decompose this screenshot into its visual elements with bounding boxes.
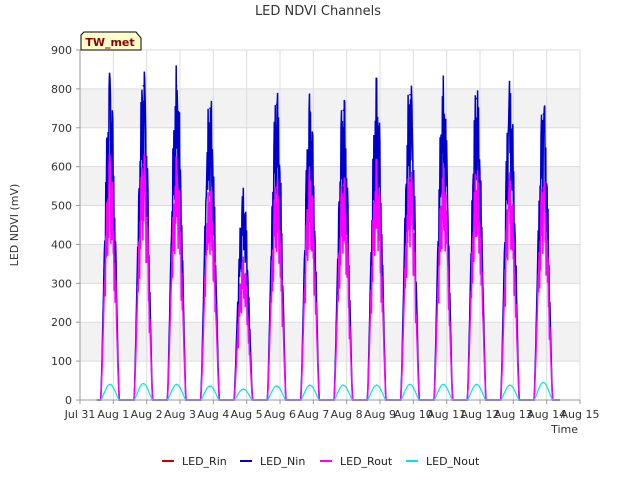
data-point — [309, 384, 311, 387]
data-point — [542, 187, 545, 189]
legend-label: LED_Rout — [340, 455, 393, 468]
plot-band — [80, 50, 580, 89]
data-point — [275, 103, 278, 106]
y-tick-label: 800 — [51, 83, 72, 96]
y-axis-label: LED NDVI (mV) — [8, 184, 21, 267]
data-point — [475, 175, 478, 178]
x-tick-label: Aug 1 — [97, 408, 129, 421]
x-tick-label: Aug 6 — [264, 408, 296, 421]
site-label-box: TW_met — [80, 31, 142, 51]
data-point — [142, 163, 145, 166]
data-point — [275, 186, 278, 188]
data-point — [142, 382, 145, 385]
data-point — [242, 263, 245, 265]
x-tick-label: Aug 3 — [164, 408, 196, 421]
data-point — [409, 93, 411, 96]
legend-label: LED_Nout — [426, 455, 480, 468]
data-point — [175, 383, 178, 386]
data-point — [375, 384, 378, 387]
data-point — [109, 91, 111, 94]
data-point — [175, 84, 178, 87]
legend-item-led-rin: LED_Rin — [162, 455, 227, 468]
plot-band — [80, 361, 580, 400]
x-tick-label: Aug 10 — [394, 408, 433, 421]
y-tick-label: 600 — [51, 161, 72, 174]
data-point — [342, 184, 345, 187]
x-tick-label: Aug 5 — [231, 408, 263, 421]
data-point — [409, 383, 411, 386]
legend-item-led-nin: LED_Nin — [240, 455, 305, 468]
legend-item-led-nout: LED_Nout — [406, 455, 480, 468]
y-tick-label: 400 — [51, 238, 72, 251]
data-point — [442, 176, 445, 178]
y-tick-label: 0 — [65, 394, 72, 407]
x-tick-label: Aug 12 — [461, 408, 500, 421]
data-point — [542, 381, 545, 384]
data-point — [375, 95, 378, 98]
data-point — [509, 96, 511, 99]
data-point — [209, 107, 211, 110]
data-point — [342, 384, 345, 387]
y-tick-label: 700 — [51, 122, 72, 135]
x-tick-label: Aug 13 — [494, 408, 533, 421]
x-tick-label: Aug 8 — [331, 408, 363, 421]
data-point — [409, 177, 411, 180]
plot-background — [80, 50, 580, 400]
y-tick-label: 900 — [51, 44, 72, 57]
data-point — [242, 197, 245, 200]
x-tick-label: Jul 31 — [64, 408, 96, 421]
data-point — [475, 383, 478, 386]
data-point — [509, 384, 511, 387]
data-point — [109, 167, 111, 170]
plot-band — [80, 127, 580, 167]
plot-band — [80, 205, 580, 245]
legend-item-led-rout: LED_Rout — [320, 455, 393, 468]
data-point — [142, 84, 145, 87]
plot-band — [80, 166, 580, 206]
data-point — [375, 172, 378, 175]
x-axis-ticks: Jul 31 Aug 1 Aug 2 Aug 3 Aug 4 Aug 5 Aug 6 Aug … — [64, 400, 600, 421]
y-tick-label: 300 — [51, 277, 72, 290]
legend-label: LED_Nin — [260, 455, 305, 468]
data-point — [309, 110, 311, 113]
x-axis-label: Time — [550, 423, 578, 436]
y-tick-label: 100 — [51, 355, 72, 368]
axes — [79, 50, 580, 401]
data-point — [209, 385, 211, 387]
plot-band — [80, 283, 580, 323]
data-point — [509, 183, 511, 185]
x-tick-label: Aug 2 — [131, 408, 163, 421]
plot-band — [80, 244, 580, 284]
legend-label: LED_Rin — [182, 455, 227, 468]
data-point — [175, 170, 178, 173]
data-point — [475, 97, 478, 100]
data-point — [275, 385, 278, 387]
y-axis-ticks: 0 100 200 300 400 500 600 700 800 900 — [51, 44, 80, 407]
x-tick-label: Aug 15 — [561, 408, 600, 421]
data-point — [209, 191, 211, 193]
data-point — [342, 109, 345, 112]
plot-band — [80, 322, 580, 362]
x-tick-label: Aug 11 — [427, 408, 466, 421]
x-tick-label: Aug 4 — [197, 408, 229, 421]
x-tick-label: Aug 9 — [364, 408, 396, 421]
data-point — [542, 113, 545, 115]
x-tick-label: Aug 14 — [527, 408, 566, 421]
data-point — [109, 383, 111, 386]
legend: LED_Rin LED_Nin LED_Rout LED_Nout — [162, 455, 480, 468]
plot-band — [80, 88, 580, 128]
data-point — [442, 383, 445, 386]
x-tick-label: Aug 7 — [297, 408, 329, 421]
y-tick-label: 200 — [51, 316, 72, 329]
chart-title: LED NDVI Channels — [255, 4, 381, 19]
data-point — [242, 388, 245, 390]
y-tick-label: 500 — [51, 200, 72, 213]
data-point — [309, 179, 311, 182]
data-point — [442, 93, 445, 96]
site-label: TW_met — [85, 36, 134, 49]
